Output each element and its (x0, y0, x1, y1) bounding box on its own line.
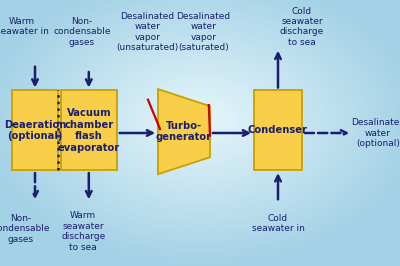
Text: Cold
seawater in: Cold seawater in (252, 214, 304, 233)
Text: Condenser: Condenser (248, 125, 308, 135)
Text: Warm
seawater
discharge
to sea: Warm seawater discharge to sea (61, 211, 105, 252)
Text: Deaeration
(optional): Deaeration (optional) (4, 119, 66, 141)
Text: Non-
condensable
gases: Non- condensable gases (0, 214, 50, 244)
Text: Desalinated
water
(optional): Desalinated water (optional) (351, 118, 400, 148)
Text: Turbo-
generator: Turbo- generator (156, 121, 212, 143)
Text: Desalinated
water
vapor
(saturated): Desalinated water vapor (saturated) (176, 12, 230, 52)
Text: Warm
seawater in: Warm seawater in (0, 17, 48, 36)
Polygon shape (158, 89, 210, 174)
Bar (12, 90, 58, 170)
Text: Non-
condensable
gases: Non- condensable gases (53, 17, 111, 47)
Text: Cold
seawater
discharge
to sea: Cold seawater discharge to sea (280, 6, 324, 47)
Text: Vacuum
chamber
flash
evaporator: Vacuum chamber flash evaporator (58, 108, 120, 153)
Text: Desalinated
water
vapor
(unsaturated): Desalinated water vapor (unsaturated) (116, 12, 178, 52)
Bar (254, 90, 302, 170)
Bar (61, 90, 117, 170)
